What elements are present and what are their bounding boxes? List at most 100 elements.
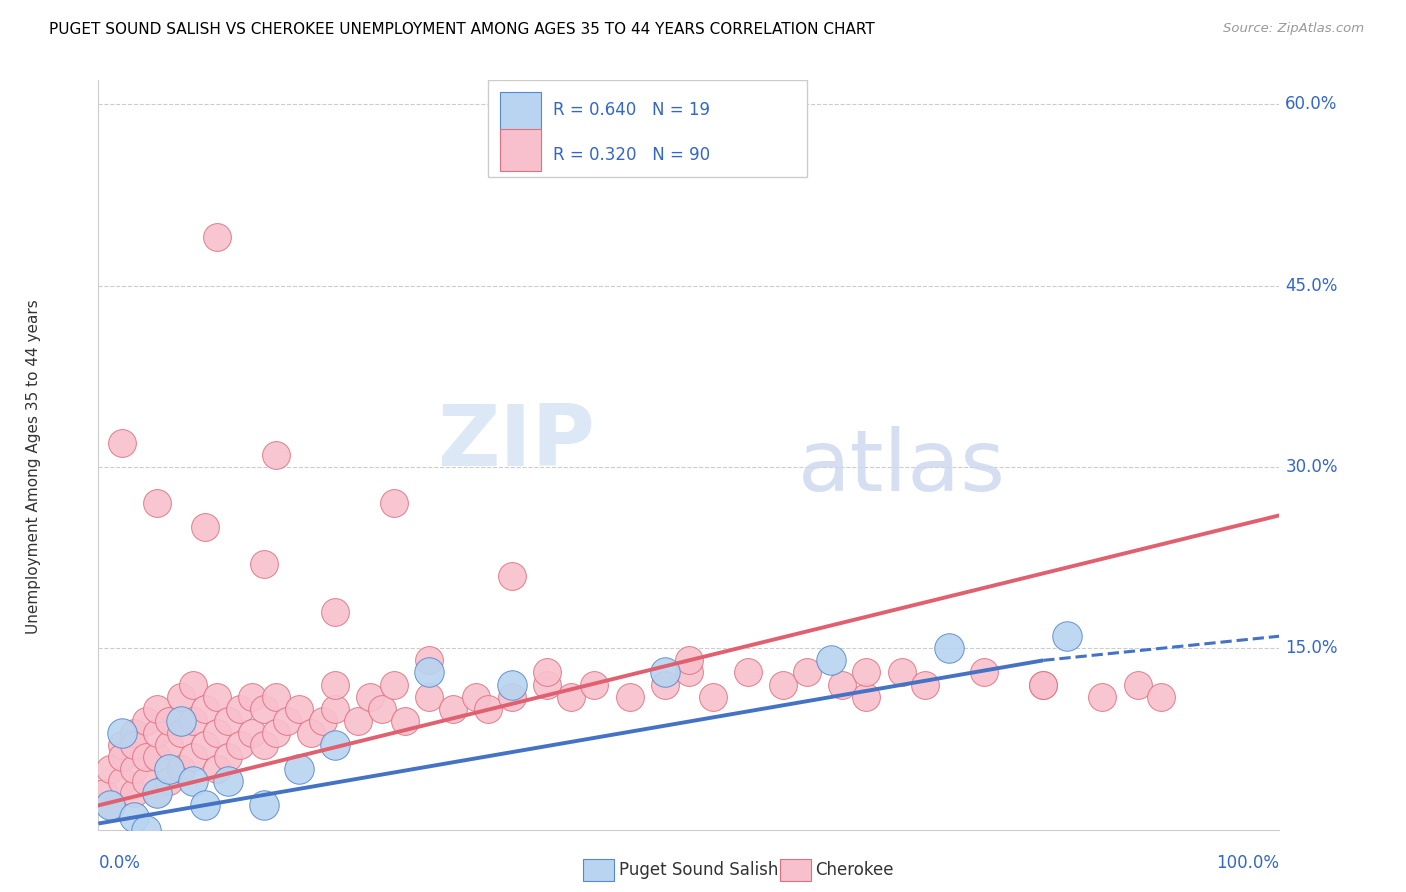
Point	[146, 726, 169, 740]
Point	[288, 762, 311, 776]
Text: 30.0%: 30.0%	[1285, 458, 1339, 476]
Point	[111, 774, 134, 789]
Point	[122, 762, 145, 776]
Point	[111, 435, 134, 450]
Point	[170, 690, 193, 704]
Text: PUGET SOUND SALISH VS CHEROKEE UNEMPLOYMENT AMONG AGES 35 TO 44 YEARS CORRELATIO: PUGET SOUND SALISH VS CHEROKEE UNEMPLOYM…	[49, 22, 875, 37]
Point	[170, 762, 193, 776]
Point	[229, 738, 252, 752]
Point	[205, 762, 228, 776]
Point	[678, 665, 700, 680]
Point	[146, 786, 169, 800]
Point	[276, 714, 298, 728]
Point	[146, 496, 169, 510]
Bar	[501, 93, 541, 135]
Text: R = 0.320   N = 90: R = 0.320 N = 90	[553, 146, 710, 164]
Point	[181, 677, 204, 691]
Point	[654, 665, 676, 680]
Bar	[501, 128, 541, 171]
Point	[1091, 690, 1114, 704]
Point	[205, 690, 228, 704]
Point	[394, 714, 416, 728]
Point	[264, 448, 287, 462]
Point	[501, 677, 523, 691]
Point	[654, 677, 676, 691]
Point	[135, 750, 157, 764]
Text: Source: ZipAtlas.com: Source: ZipAtlas.com	[1223, 22, 1364, 36]
Point	[170, 714, 193, 728]
Point	[157, 762, 180, 776]
Point	[501, 568, 523, 582]
Point	[122, 738, 145, 752]
Point	[240, 726, 263, 740]
Text: R = 0.640   N = 19: R = 0.640 N = 19	[553, 102, 710, 120]
Point	[157, 774, 180, 789]
Point	[264, 726, 287, 740]
Point	[111, 738, 134, 752]
Point	[98, 798, 121, 813]
Point	[253, 798, 276, 813]
Point	[1126, 677, 1149, 691]
Point	[194, 738, 217, 752]
Point	[796, 665, 818, 680]
Point	[253, 738, 276, 752]
Point	[157, 738, 180, 752]
Point	[111, 750, 134, 764]
Point	[146, 786, 169, 800]
Point	[205, 230, 228, 244]
Point	[240, 690, 263, 704]
Point	[217, 750, 239, 764]
Point	[146, 702, 169, 716]
Text: 0.0%: 0.0%	[98, 854, 141, 871]
Point	[583, 677, 606, 691]
Text: 45.0%: 45.0%	[1285, 277, 1337, 294]
Point	[536, 677, 558, 691]
Point	[477, 702, 499, 716]
Bar	[488, 80, 807, 177]
Point	[217, 714, 239, 728]
Point	[536, 665, 558, 680]
Point	[560, 690, 582, 704]
Point	[1150, 690, 1173, 704]
Point	[938, 641, 960, 656]
Point	[855, 665, 877, 680]
Text: Cherokee: Cherokee	[815, 861, 894, 879]
Text: 60.0%: 60.0%	[1285, 95, 1337, 113]
Text: 15.0%: 15.0%	[1285, 640, 1339, 657]
Point	[217, 774, 239, 789]
Point	[855, 690, 877, 704]
Point	[418, 653, 440, 667]
Point	[1032, 677, 1054, 691]
Point	[122, 726, 145, 740]
Point	[253, 557, 276, 571]
Text: atlas: atlas	[797, 425, 1005, 508]
Point	[194, 702, 217, 716]
Point	[264, 690, 287, 704]
Point	[135, 822, 157, 837]
Point	[253, 702, 276, 716]
Point	[98, 762, 121, 776]
Point	[146, 750, 169, 764]
Point	[914, 677, 936, 691]
Point	[229, 702, 252, 716]
Point	[737, 665, 759, 680]
Point	[1032, 677, 1054, 691]
Point	[122, 810, 145, 824]
Point	[170, 726, 193, 740]
Point	[122, 786, 145, 800]
Point	[441, 702, 464, 716]
Text: ZIP: ZIP	[437, 401, 595, 484]
Point	[312, 714, 335, 728]
Point	[111, 726, 134, 740]
Point	[820, 653, 842, 667]
Text: Puget Sound Salish: Puget Sound Salish	[619, 861, 778, 879]
Point	[371, 702, 394, 716]
Point	[135, 714, 157, 728]
Point	[347, 714, 370, 728]
Point	[831, 677, 853, 691]
Point	[501, 690, 523, 704]
Point	[678, 653, 700, 667]
Point	[973, 665, 995, 680]
Point	[418, 665, 440, 680]
Point	[382, 677, 405, 691]
